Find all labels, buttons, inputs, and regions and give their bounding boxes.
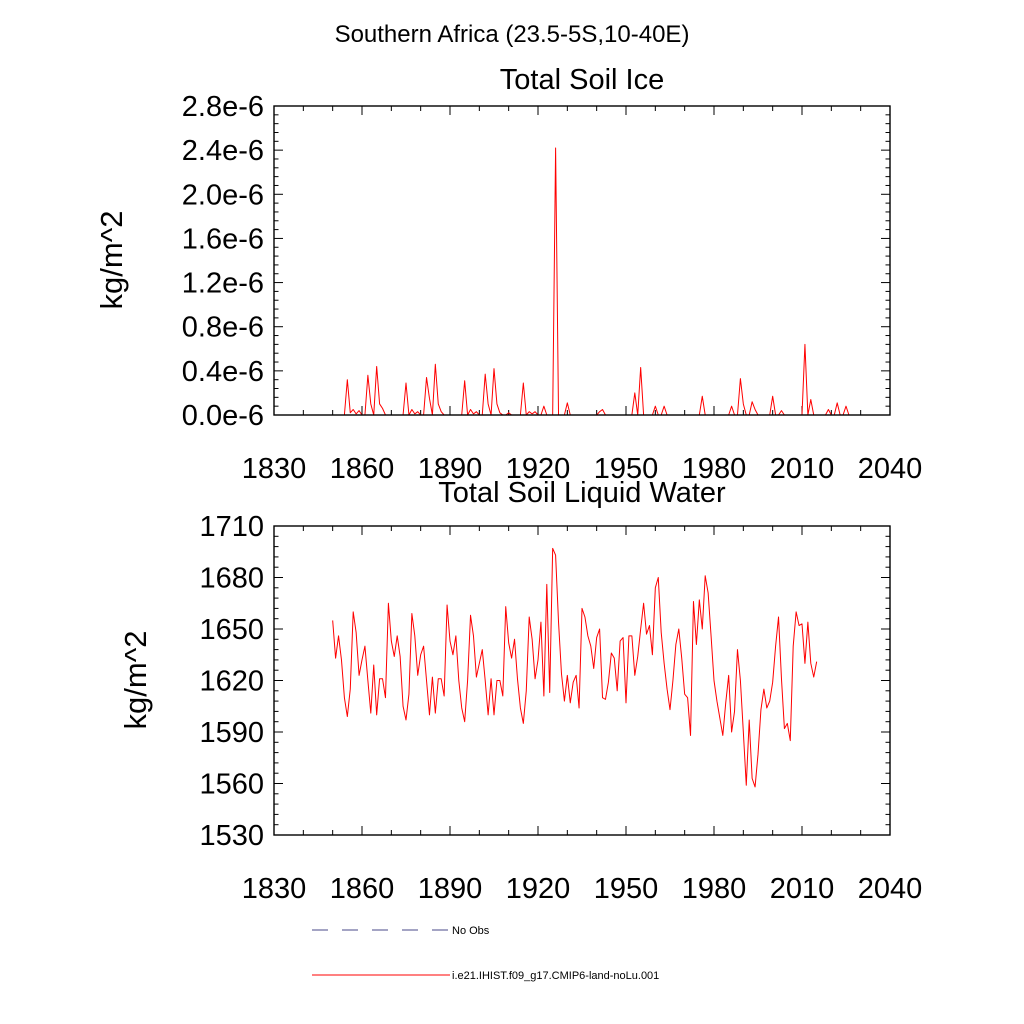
legend-obs-label: No Obs — [452, 925, 490, 937]
x-tick-label: 1920 — [506, 873, 571, 905]
figure-title: Southern Africa (23.5-5S,10-40E) — [335, 21, 690, 48]
y-tick-labels: 1530 1560 1590 1620 1650 1680 1710 — [199, 511, 264, 852]
y-tick-label: 1.2e-6 — [182, 268, 264, 300]
x-tick-label: 2010 — [770, 873, 835, 905]
y-axis-label: kg/m^2 — [118, 631, 153, 730]
x-tick-label: 2010 — [770, 453, 835, 485]
series-group — [332, 147, 873, 416]
series-line — [332, 147, 873, 416]
x-tick-label: 2040 — [858, 873, 923, 905]
y-tick-label: 1560 — [199, 769, 264, 801]
y-tick-label: 2.4e-6 — [182, 135, 264, 167]
y-tick-label: 2.8e-6 — [182, 91, 264, 123]
x-tick-label: 2040 — [858, 453, 923, 485]
x-tick-labels: 1830 1860 1890 1920 1950 1980 2010 2040 — [242, 873, 923, 905]
x-tick-label: 1860 — [330, 453, 395, 485]
y-tick-label: 1530 — [199, 820, 264, 852]
y-tick-label: 0.0e-6 — [182, 400, 264, 432]
x-tick-label: 1860 — [330, 873, 395, 905]
legend-model-label: i.e21.IHIST.f09_g17.CMIP6-land-noLu.001 — [452, 970, 659, 982]
y-tick-label: 1680 — [199, 563, 264, 595]
y-tick-label: 2.0e-6 — [182, 179, 264, 211]
y-tick-labels: 0.0e-6 0.4e-6 0.8e-6 1.2e-6 1.6e-6 2.0e-6 2.4e… — [182, 91, 264, 432]
axis-ticks — [273, 105, 891, 416]
x-tick-label: 1980 — [682, 453, 747, 485]
panel-title: Total Soil Liquid Water — [438, 477, 726, 509]
x-tick-label: 1830 — [242, 453, 307, 485]
x-tick-label: 1890 — [418, 453, 483, 485]
axis-ticks — [273, 525, 891, 836]
x-tick-label: 1890 — [418, 873, 483, 905]
y-tick-label: 1710 — [199, 511, 264, 543]
plot-frame — [273, 525, 891, 836]
x-tick-label: 1950 — [594, 453, 659, 485]
y-tick-label: 1620 — [199, 666, 264, 698]
x-tick-label: 1950 — [594, 873, 659, 905]
soil-ice-panel: Total Soil Ice kg/m^2 0.0e-6 0.4e-6 0.8e-6… — [94, 64, 922, 485]
legend: No Obs i.e21.IHIST.f09_g17.CMIP6-land-no… — [312, 925, 659, 982]
y-tick-label: 1650 — [199, 614, 264, 646]
x-tick-labels: 1830 1860 1890 1920 1950 1980 2010 2040 — [242, 453, 923, 485]
y-tick-label: 1.6e-6 — [182, 223, 264, 255]
series-line — [332, 547, 818, 788]
series-group — [332, 547, 818, 788]
panel-title: Total Soil Ice — [500, 64, 664, 96]
y-tick-label: 1590 — [199, 717, 264, 749]
y-tick-label: 0.4e-6 — [182, 356, 264, 388]
y-axis-label: kg/m^2 — [94, 211, 129, 310]
soil-liquid-water-panel: Total Soil Liquid Water kg/m^2 153015601… — [118, 477, 922, 905]
x-tick-label: 1980 — [682, 873, 747, 905]
x-tick-label: 1830 — [242, 873, 307, 905]
y-tick-label: 0.8e-6 — [182, 312, 264, 344]
x-tick-label: 1920 — [506, 453, 571, 485]
plot-frame — [273, 105, 891, 416]
